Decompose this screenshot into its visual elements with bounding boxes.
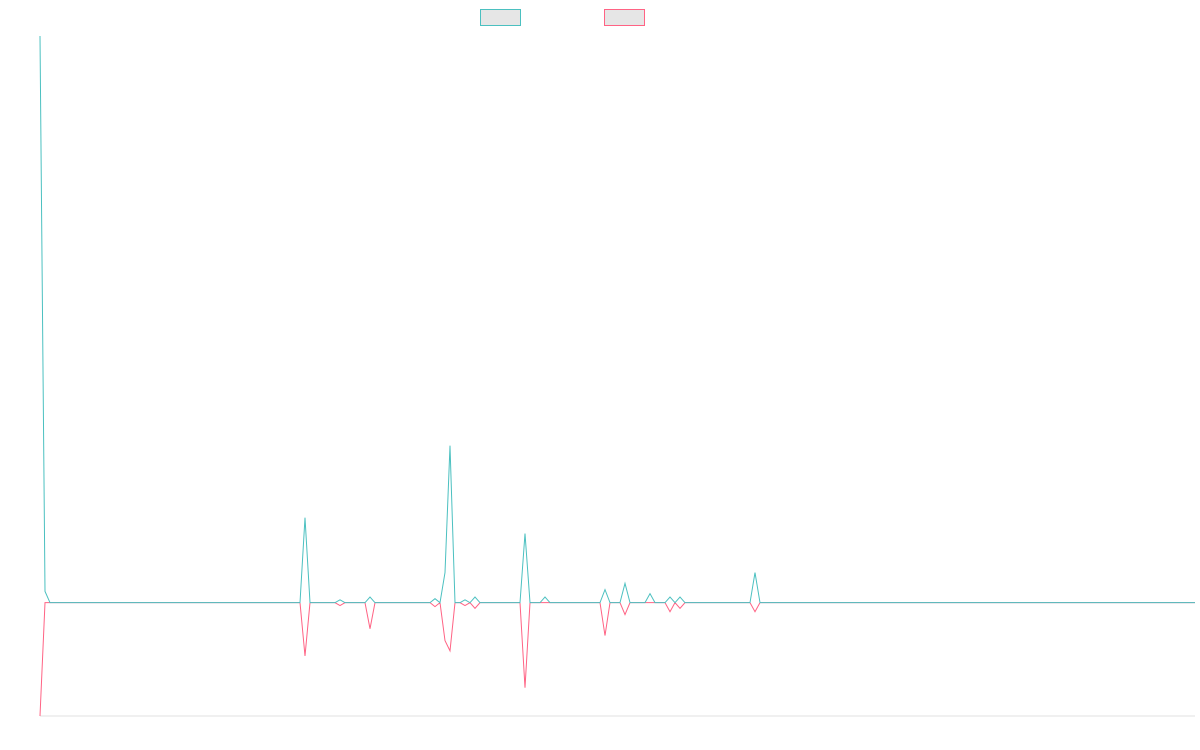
legend-swatch	[480, 9, 521, 26]
legend-swatch	[604, 9, 645, 26]
series-line	[39, 35, 1195, 604]
series-line	[39, 601, 1195, 717]
